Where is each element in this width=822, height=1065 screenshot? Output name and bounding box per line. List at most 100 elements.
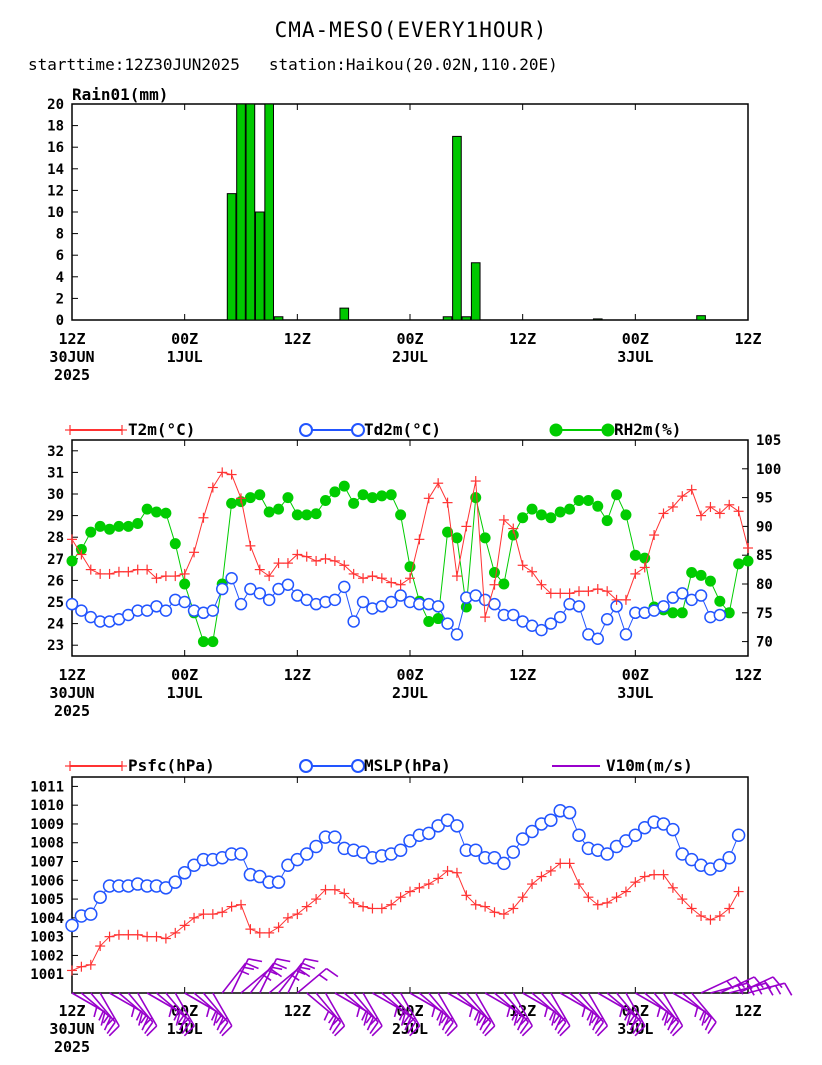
pressure-series-markers-1 — [65, 804, 746, 933]
wind-barb-flag — [135, 1010, 142, 1021]
wind-barb-flag — [513, 1011, 519, 1026]
wind-barb-flag — [108, 1025, 120, 1037]
td2m-point — [159, 604, 173, 617]
wind-barb-shaft — [418, 992, 450, 1019]
rain-x-tick-label: 00Z — [622, 330, 649, 348]
wind-barb-flag — [334, 1025, 346, 1037]
rain-y-tick-label: 20 — [47, 97, 64, 113]
rain-x-tick-label: 00Z — [171, 330, 198, 348]
wind-barb-shaft — [155, 992, 187, 1019]
wind-barb-flag — [328, 1014, 336, 1024]
wind-barb-flag — [323, 1010, 330, 1021]
wind-barb-flag — [444, 1021, 454, 1035]
mslp-point — [468, 843, 483, 858]
rh2m-point — [582, 494, 594, 506]
temp-left-y-tick-label: 31 — [47, 465, 64, 481]
pressure-x-tick-label: 12Z — [734, 1002, 761, 1020]
wind-barb-shaft — [296, 967, 327, 994]
wind-barb-flag — [267, 969, 278, 976]
mslp-point — [628, 828, 643, 842]
wind-barb-shaft — [465, 992, 492, 1023]
wind-barb-flag — [440, 1014, 448, 1024]
rh2m-point — [564, 503, 576, 515]
wind-barb-shaft — [719, 976, 755, 994]
td2m-point — [441, 617, 454, 630]
rain-x-tick-label: 3JUL — [617, 348, 653, 366]
wind-barb-flag — [444, 1017, 453, 1026]
legend-mslp-marker — [351, 759, 365, 773]
wind-barb-flag — [511, 1010, 518, 1021]
rh2m-point — [291, 509, 303, 521]
wind-barb-shaft — [287, 958, 306, 994]
rh2m-point — [723, 607, 735, 619]
rh2m-point — [132, 518, 144, 530]
wind-barb-flag — [144, 1021, 154, 1035]
wind-barb-shaft — [202, 992, 229, 1023]
wind-barb-flag — [484, 1025, 496, 1037]
rain-bar — [452, 135, 462, 321]
rh2m-point — [376, 490, 388, 502]
temp-x-tick-label: 3JUL — [617, 684, 653, 702]
wind-barb-shaft — [606, 992, 637, 1019]
rh-right-y-tick-label: 100 — [756, 462, 781, 478]
wind-barb-flag — [473, 1010, 480, 1021]
wind-barb-shaft — [644, 992, 675, 1019]
rain-y-tick-label: 14 — [47, 162, 64, 178]
td2m-point — [657, 600, 670, 613]
td2m-point — [713, 608, 727, 622]
mslp-point — [299, 847, 314, 861]
rh-right-y-tick-label: 85 — [756, 548, 773, 564]
mslp-point — [506, 845, 521, 859]
pressure-y-tick-label: 1009 — [30, 817, 64, 833]
rh2m-point — [667, 607, 679, 619]
mslp-point — [544, 813, 558, 827]
legend-td2m-label: Td2m(°C) — [364, 420, 441, 439]
wind-barb-shaft — [550, 992, 571, 1027]
wind-barb-flag — [409, 1025, 421, 1037]
wind-barb-flag — [403, 1014, 411, 1024]
rh2m-point — [498, 578, 510, 590]
wind-barb-flag — [331, 1021, 342, 1035]
rh2m-point — [113, 520, 125, 532]
wind-barb-shaft — [625, 992, 646, 1027]
rh2m-point — [179, 578, 191, 590]
wind-barb-flag — [559, 1025, 571, 1037]
rain-bar — [592, 318, 603, 321]
wind-barb-flag — [205, 1007, 211, 1018]
rain-bar — [236, 103, 246, 321]
wind-barb-flag — [106, 1017, 115, 1026]
rh2m-point — [479, 532, 491, 544]
rh2m-point — [535, 509, 547, 521]
pressure-y-tick-label: 1003 — [30, 930, 64, 946]
temp-left-y-tick-label: 29 — [47, 509, 64, 525]
rh2m-point — [104, 523, 116, 535]
td2m-point — [394, 589, 407, 602]
rain-bar — [254, 211, 265, 321]
wind-barb-flag — [634, 1025, 646, 1037]
wind-barb-flag — [273, 962, 287, 970]
mslp-point — [422, 826, 436, 841]
td2m-point — [591, 632, 605, 645]
wind-barb-flag — [398, 1010, 405, 1021]
wind-barb-shaft — [80, 992, 112, 1019]
rh-right-y-tick-label: 105 — [756, 433, 781, 449]
rh2m-point — [75, 543, 87, 555]
wind-barb-flag — [168, 1007, 173, 1018]
rain-plot-frame — [71, 103, 749, 321]
wind-barb-flag — [245, 962, 259, 970]
mslp-point — [393, 843, 408, 858]
wind-barb-shaft — [662, 992, 684, 1027]
mslp-point — [234, 847, 248, 861]
wind-barb-shaft — [127, 992, 154, 1023]
wind-barb-flag — [519, 1017, 529, 1026]
wind-barb-shaft — [259, 958, 278, 994]
pressure-x-tick-label: 12Z — [58, 1002, 85, 1020]
rh2m-point — [554, 506, 566, 518]
wind-barb-shaft — [381, 992, 412, 1019]
temp-x-tick-label: 00Z — [622, 666, 649, 684]
temp-x-tick-label: 12Z — [509, 666, 536, 684]
td2m-point — [215, 582, 229, 596]
wind-barb-shaft — [230, 958, 249, 994]
series-markers-0 — [67, 467, 753, 623]
